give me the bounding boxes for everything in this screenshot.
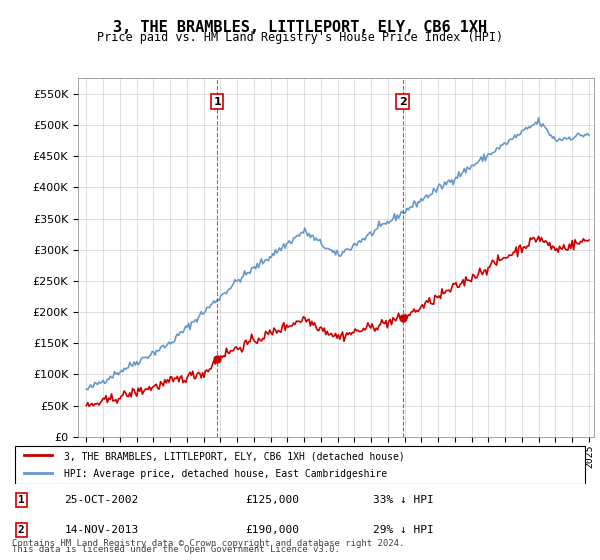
- Text: 14-NOV-2013: 14-NOV-2013: [64, 525, 139, 535]
- Text: 29% ↓ HPI: 29% ↓ HPI: [373, 525, 434, 535]
- Text: 1: 1: [18, 495, 25, 505]
- Text: Price paid vs. HM Land Registry's House Price Index (HPI): Price paid vs. HM Land Registry's House …: [97, 31, 503, 44]
- Text: Contains HM Land Registry data © Crown copyright and database right 2024.: Contains HM Land Registry data © Crown c…: [12, 539, 404, 548]
- Text: 1: 1: [214, 97, 221, 107]
- Text: HPI: Average price, detached house, East Cambridgeshire: HPI: Average price, detached house, East…: [64, 469, 387, 479]
- Text: 25-OCT-2002: 25-OCT-2002: [64, 495, 139, 505]
- Text: 3, THE BRAMBLES, LITTLEPORT, ELY, CB6 1XH (detached house): 3, THE BRAMBLES, LITTLEPORT, ELY, CB6 1X…: [64, 451, 404, 461]
- Point: [398, 314, 407, 323]
- Text: This data is licensed under the Open Government Licence v3.0.: This data is licensed under the Open Gov…: [12, 545, 340, 554]
- Text: £190,000: £190,000: [245, 525, 299, 535]
- Text: 2: 2: [18, 525, 25, 535]
- Text: 33% ↓ HPI: 33% ↓ HPI: [373, 495, 434, 505]
- FancyBboxPatch shape: [15, 446, 585, 484]
- Text: 2: 2: [398, 97, 406, 107]
- Text: £125,000: £125,000: [245, 495, 299, 505]
- Text: 3, THE BRAMBLES, LITTLEPORT, ELY, CB6 1XH: 3, THE BRAMBLES, LITTLEPORT, ELY, CB6 1X…: [113, 20, 487, 35]
- Point: [212, 354, 222, 363]
